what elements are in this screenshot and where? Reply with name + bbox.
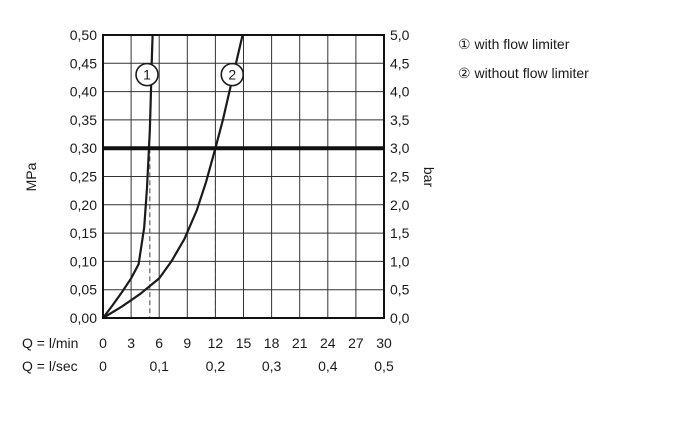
y-right-tick-label: 1,5 [390,225,410,241]
legend-marker: ① [458,36,471,52]
legend-item-without-flow-limiter: ② without flow limiter [458,59,589,88]
y-right-tick-label: 3,5 [390,112,410,128]
x-tick-label: 0,2 [206,358,226,374]
x-tick-label: 0,1 [149,358,169,374]
x-tick-label: 24 [320,335,336,351]
x-tick-label: 0 [99,358,107,374]
y-left-tick-label: 0,40 [70,84,97,100]
legend-label: with flow limiter [474,36,570,52]
x-tick-label: 0,4 [318,358,338,374]
series-marker-label: 2 [228,67,236,83]
x-tick-label: 9 [183,335,191,351]
x-tick-label: 3 [127,335,135,351]
x-tick-label: 0,3 [262,358,282,374]
y-left-tick-label: 0,30 [70,140,97,156]
axis-labels: 0,00 0,00,05 0,50,10 1,00,15 1,50,20 2,00,25 2… [22,27,410,374]
legend: ① with flow limiter ② without flow limit… [458,30,589,88]
y-left-tick-label: 0,15 [70,225,97,241]
y-left-tick-label: 0,50 [70,27,97,43]
series-marker-circle [135,62,159,87]
y-right-tick-label: 4,5 [390,55,410,71]
y-right-tick-label: 4,0 [390,84,410,100]
series-line-2 [102,34,244,319]
x-tick-label: 18 [264,335,280,351]
series-line-1 [102,34,154,319]
y-left-tick-label: 0,25 [70,169,97,185]
legend-label: without flow limiter [474,65,589,81]
y-right-axis-label: bar [421,167,437,188]
y-right-tick-label: 2,5 [390,169,410,185]
x-tick-label: 27 [348,335,364,351]
y-left-tick-label: 0,35 [70,112,97,128]
x-tick-label: 30 [376,335,392,351]
y-left-axis-label: MPa [23,162,39,191]
x-tick-label: 12 [208,335,224,351]
y-left-tick-label: 0,20 [70,197,97,213]
y-right-tick-label: 0,5 [390,282,410,298]
x-row-label: Q = l/min [22,335,78,351]
y-right-tick-label: 5,0 [390,27,410,43]
x-tick-label: 0 [99,335,107,351]
y-left-tick-label: 0,00 [70,310,97,326]
x-tick-label: 6 [155,335,163,351]
x-tick-label: 15 [236,335,252,351]
legend-item-with-flow-limiter: ① with flow limiter [458,30,589,59]
legend-marker: ② [458,65,471,81]
y-right-tick-label: 2,0 [390,197,410,213]
series-marker-label: 1 [143,67,151,83]
x-row-label: Q = l/sec [22,358,78,374]
y-right-tick-label: 0,0 [390,310,410,326]
y-right-tick-label: 1,0 [390,253,410,269]
y-right-tick-label: 3,0 [390,140,410,156]
x-tick-label: 21 [292,335,308,351]
series-marker-circle [220,62,245,87]
x-tick-label: 0,5 [374,358,394,374]
plot-border [102,34,385,319]
guide-lines [149,148,216,318]
y-left-tick-label: 0,45 [70,55,97,71]
y-left-tick-label: 0,05 [70,282,97,298]
y-left-tick-label: 0,10 [70,253,97,269]
plot-frame [102,34,385,319]
